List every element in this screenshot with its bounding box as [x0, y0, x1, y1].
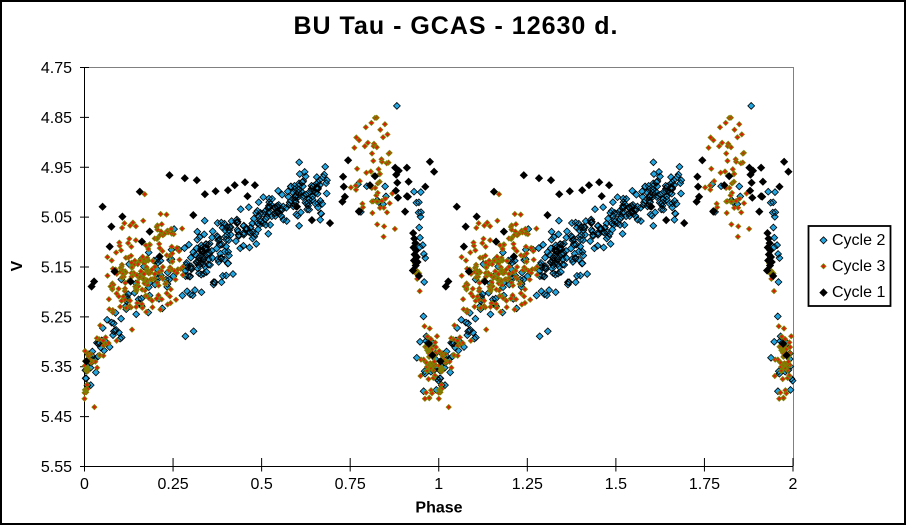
svg-text:5.55: 5.55: [41, 459, 72, 476]
svg-text:1.5: 1.5: [605, 476, 627, 493]
svg-text:Cycle 3: Cycle 3: [832, 258, 885, 275]
svg-text:0.25: 0.25: [157, 476, 188, 493]
svg-text:Cycle 2: Cycle 2: [832, 232, 885, 249]
svg-text:5.05: 5.05: [41, 210, 72, 227]
svg-text:1.25: 1.25: [512, 476, 543, 493]
svg-text:4.85: 4.85: [41, 110, 72, 127]
svg-text:0: 0: [80, 476, 89, 493]
svg-text:Phase: Phase: [415, 500, 462, 517]
svg-text:4.75: 4.75: [41, 60, 72, 77]
svg-text:5.45: 5.45: [41, 409, 72, 426]
svg-text:5.25: 5.25: [41, 309, 72, 326]
svg-text:5.15: 5.15: [41, 260, 72, 277]
svg-text:V: V: [9, 260, 26, 271]
svg-text:Cycle 1: Cycle 1: [832, 284, 885, 301]
svg-text:1: 1: [434, 476, 443, 493]
svg-text:4.95: 4.95: [41, 160, 72, 177]
svg-text:0.5: 0.5: [250, 476, 272, 493]
svg-text:2: 2: [789, 476, 798, 493]
svg-text:BU Tau - GCAS - 12630 d.: BU Tau - GCAS - 12630 d.: [294, 12, 619, 40]
svg-text:5.35: 5.35: [41, 359, 72, 376]
svg-text:0.75: 0.75: [335, 476, 366, 493]
svg-text:1.75: 1.75: [689, 476, 720, 493]
